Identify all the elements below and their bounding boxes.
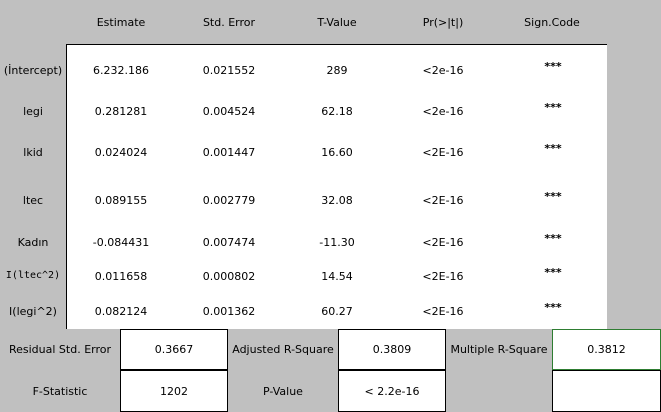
- p-value-label: P-Value: [263, 384, 303, 398]
- cell-sign-code: ***: [544, 190, 562, 203]
- cell-sign-code: ***: [544, 101, 562, 114]
- row-label-ltec-squared: I(ltec^2): [5, 270, 61, 281]
- cell-estimate: 0.281281: [94, 105, 148, 118]
- residual-std-error-value: 0.3667: [120, 329, 228, 370]
- row-label-ltec: ltec: [22, 194, 44, 207]
- header-t-value: T-Value: [317, 16, 357, 29]
- cell-std-error: 0.001447: [202, 146, 256, 159]
- header-std-error: Std. Error: [202, 16, 256, 29]
- cell-p-value: <2e-16: [422, 64, 464, 77]
- cell-sign-code: ***: [544, 232, 562, 245]
- cell-t-value: -11.30: [319, 236, 355, 249]
- cell-p-value: <2e-16: [422, 105, 464, 118]
- cell-p-value: <2E-16: [422, 236, 464, 249]
- cell-sign-code: ***: [544, 60, 562, 73]
- cell-estimate: 0.082124: [94, 305, 148, 318]
- cell-p-value: <2E-16: [422, 146, 464, 159]
- cell-std-error: 0.000802: [202, 270, 256, 283]
- cell-estimate: 0.089155: [94, 194, 148, 207]
- cell-std-error: 0.004524: [202, 105, 256, 118]
- cell-p-value: <2E-16: [422, 305, 464, 318]
- multiple-r-square-label: Multiple R-Square: [450, 343, 548, 356]
- header-p-value: Pr(>|t|): [422, 16, 464, 29]
- multiple-r-square-value: 0.3812: [552, 329, 661, 370]
- cell-sign-code: ***: [544, 266, 562, 279]
- coefficients-panel: [66, 44, 607, 329]
- cell-estimate: -0.084431: [92, 236, 150, 249]
- cell-t-value: 289: [326, 64, 348, 77]
- cell-p-value: <2E-16: [422, 194, 464, 207]
- adjusted-r-square-label: Adjusted R-Square: [232, 343, 334, 356]
- cell-t-value: 32.08: [321, 194, 353, 207]
- row-label-lkid: lkid: [23, 146, 43, 159]
- empty-value-cell: [552, 370, 661, 412]
- row-label-legi: legi: [23, 105, 43, 118]
- empty-label-cell: [446, 370, 552, 412]
- cell-estimate: 6.232.186: [93, 64, 149, 77]
- cell-sign-code: ***: [544, 301, 562, 314]
- row-label-kadin: Kadın: [17, 236, 49, 249]
- f-statistic-label: F-Statistic: [32, 384, 88, 398]
- cell-std-error: 0.007474: [202, 236, 256, 249]
- p-value-value: < 2.2e-16: [338, 370, 446, 412]
- residual-std-error-label: Residual Std. Error: [8, 343, 112, 356]
- cell-t-value: 14.54: [321, 270, 353, 283]
- cell-estimate: 0.024024: [94, 146, 148, 159]
- header-estimate: Estimate: [96, 16, 146, 29]
- header-sign-code: Sign.Code: [524, 16, 580, 29]
- cell-std-error: 0.002779: [202, 194, 256, 207]
- cell-std-error: 0.001362: [202, 305, 256, 318]
- row-label-intercept: (İntercept): [3, 64, 63, 77]
- adjusted-r-square-value: 0.3809: [338, 329, 446, 370]
- cell-estimate: 0.011658: [94, 270, 148, 283]
- cell-sign-code: ***: [544, 142, 562, 155]
- cell-t-value: 16.60: [321, 146, 353, 159]
- cell-std-error: 0.021552: [202, 64, 256, 77]
- cell-p-value: <2E-16: [422, 270, 464, 283]
- cell-t-value: 60.27: [321, 305, 353, 318]
- row-label-legi-squared: I(legi^2): [9, 305, 57, 318]
- f-statistic-value: 1202: [120, 370, 228, 412]
- cell-t-value: 62.18: [321, 105, 353, 118]
